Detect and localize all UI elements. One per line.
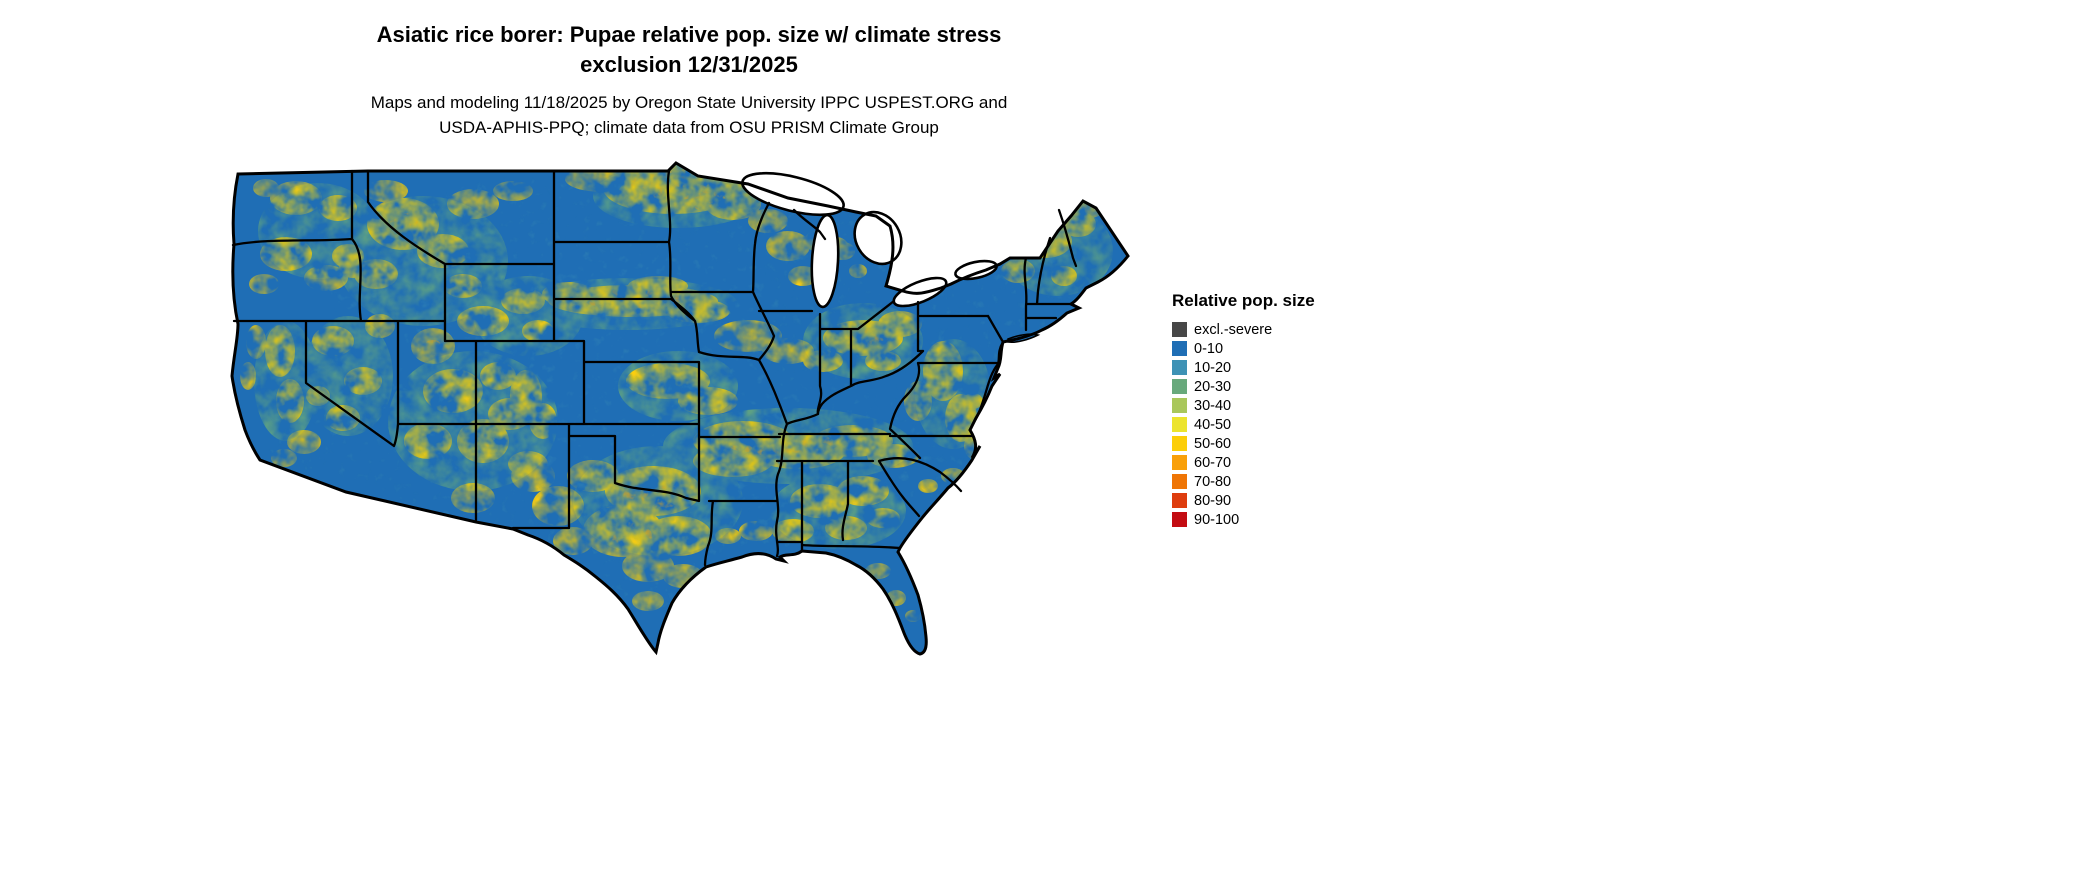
legend-label: 20-30: [1194, 378, 1232, 395]
legend-entry: 60-70: [1172, 453, 1362, 472]
page-title: Asiatic rice borer: Pupae relative pop. …: [0, 20, 1378, 80]
legend-swatch: [1172, 512, 1187, 527]
legend-entry: excl.-severe: [1172, 320, 1362, 339]
legend-swatch: [1172, 474, 1187, 489]
legend-label: 50-60: [1194, 435, 1232, 452]
legend-swatch: [1172, 493, 1187, 508]
legend-swatch: [1172, 398, 1187, 413]
legend-entry: 90-100: [1172, 510, 1362, 529]
title-line-1: Asiatic rice borer: Pupae relative pop. …: [376, 22, 1002, 47]
legend-label: 0-10: [1194, 340, 1224, 357]
legend-label: 90-100: [1194, 511, 1240, 528]
legend-label: excl.-severe: [1194, 321, 1273, 338]
legend-label: 60-70: [1194, 454, 1232, 471]
legend-entry: 40-50: [1172, 415, 1362, 434]
legend: Relative pop. size excl.-severe 0-10 10-20…: [1172, 291, 1362, 529]
legend-swatch: [1172, 360, 1187, 375]
legend-swatch: [1172, 417, 1187, 432]
legend-label: 30-40: [1194, 397, 1232, 414]
subtitle-line-1: Maps and modeling 11/18/2025 by Oregon S…: [370, 93, 1008, 112]
legend-entry: 70-80: [1172, 472, 1362, 491]
legend-entry: 0-10: [1172, 339, 1362, 358]
legend-entry: 80-90: [1172, 491, 1362, 510]
legend-swatch: [1172, 379, 1187, 394]
legend-entry: 10-20: [1172, 358, 1362, 377]
lake-michigan: [810, 213, 840, 309]
legend-swatch: [1172, 455, 1187, 470]
legend-entry: 20-30: [1172, 377, 1362, 396]
subtitle-line-2: USDA-APHIS-PPQ; climate data from OSU PR…: [439, 118, 939, 137]
legend-label: 10-20: [1194, 359, 1232, 376]
legend-label: 40-50: [1194, 416, 1232, 433]
legend-label: 70-80: [1194, 473, 1232, 490]
legend-swatch: [1172, 341, 1187, 356]
us-map: [228, 146, 1140, 666]
legend-swatch: [1172, 436, 1187, 451]
legend-entry: 30-40: [1172, 396, 1362, 415]
state-borders: [231, 169, 1078, 567]
us-map-svg: [230, 161, 1130, 656]
legend-entries: excl.-severe 0-10 10-20 20-30 30-40 40-50 50-6…: [1172, 320, 1362, 529]
page-subtitle: Maps and modeling 11/18/2025 by Oregon S…: [0, 90, 1378, 140]
legend-swatch: [1172, 322, 1187, 337]
legend-label: 80-90: [1194, 492, 1232, 509]
legend-title: Relative pop. size: [1172, 291, 1315, 310]
legend-entry: 50-60: [1172, 434, 1362, 453]
title-line-2: exclusion 12/31/2025: [580, 52, 798, 77]
